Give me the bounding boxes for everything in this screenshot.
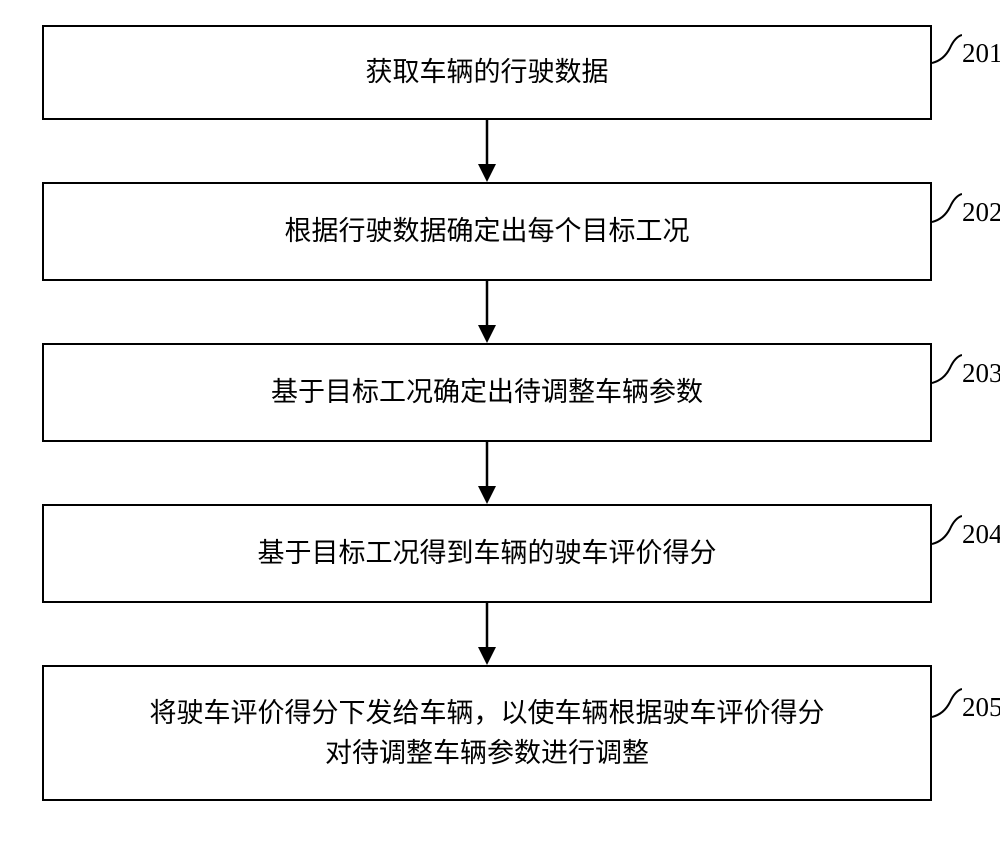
arrow-icon [472, 603, 502, 665]
curve-connector-icon [932, 350, 962, 385]
flowchart-container: 获取车辆的行驶数据 根据行驶数据确定出每个目标工况 基于目标工况确定出待调整车辆… [42, 25, 957, 801]
step-box-205: 将驶车评价得分下发给车辆，以使车辆根据驶车评价得分 对待调整车辆参数进行调整 [42, 665, 932, 801]
curve-connector-icon [932, 30, 962, 65]
arrow-2-3 [42, 281, 932, 343]
step-text: 获取车辆的行驶数据 [366, 52, 609, 93]
label-201: 201 [962, 38, 1000, 69]
step-text: 基于目标工况得到车辆的驶车评价得分 [258, 533, 717, 574]
curve-connector-icon [932, 189, 962, 224]
step-box-204: 基于目标工况得到车辆的驶车评价得分 [42, 504, 932, 603]
step-box-202: 根据行驶数据确定出每个目标工况 [42, 182, 932, 281]
step-text-line1: 将驶车评价得分下发给车辆，以使车辆根据驶车评价得分 [150, 693, 825, 734]
label-203: 203 [962, 358, 1000, 389]
curve-connector-icon [932, 684, 962, 719]
arrow-3-4 [42, 442, 932, 504]
step-text: 根据行驶数据确定出每个目标工况 [285, 211, 690, 252]
curve-connector-icon [932, 511, 962, 546]
step-box-201: 获取车辆的行驶数据 [42, 25, 932, 120]
label-204: 204 [962, 519, 1000, 550]
arrow-icon [472, 281, 502, 343]
step-text-line2: 对待调整车辆参数进行调整 [150, 733, 825, 774]
label-205: 205 [962, 692, 1000, 723]
arrow-icon [472, 442, 502, 504]
arrow-1-2 [42, 120, 932, 182]
label-202: 202 [962, 197, 1000, 228]
arrow-4-5 [42, 603, 932, 665]
step-text: 基于目标工况确定出待调整车辆参数 [271, 372, 703, 413]
arrow-icon [472, 120, 502, 182]
step-box-203: 基于目标工况确定出待调整车辆参数 [42, 343, 932, 442]
